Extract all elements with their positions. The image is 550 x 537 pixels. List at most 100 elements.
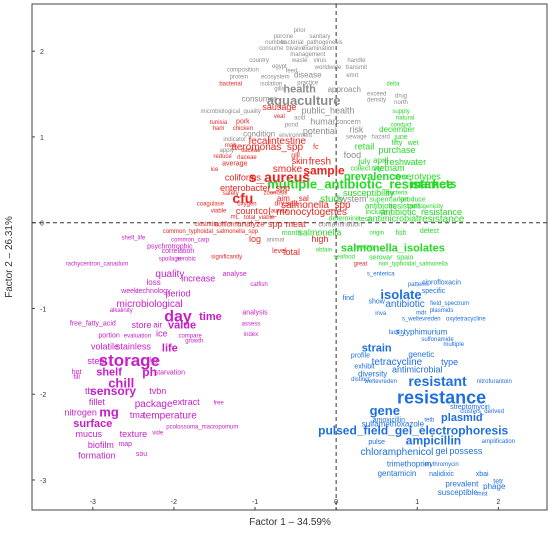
point-label-gray: feed <box>286 68 298 74</box>
point-label-red: smoke <box>273 164 303 175</box>
point-label-red: sal <box>299 194 309 203</box>
point-label-magenta: day <box>164 308 192 325</box>
point-label-blue: field_spectrum <box>430 301 469 307</box>
point-label-red: aeromonas_spp <box>231 142 303 153</box>
point-label-gray: emrt <box>346 73 358 79</box>
point-label-magenta: stainless <box>116 341 152 351</box>
point-label-red: tlaceae <box>241 148 261 154</box>
point-label-gray: disease <box>294 70 322 79</box>
point-label-gray: human <box>310 117 338 127</box>
point-label-red: skin <box>292 156 308 166</box>
point-label-red: total_viable <box>244 215 275 221</box>
point-label-green: test <box>359 216 370 223</box>
point-label-gray: food <box>344 150 362 160</box>
point-label-blue: streptomycin <box>450 404 490 411</box>
point-label-gray: composition <box>227 68 259 74</box>
point-label-green: resistance <box>419 214 465 225</box>
point-label-red: dry <box>274 201 284 208</box>
point-label-green: markets <box>410 177 456 191</box>
point-label-magenta: tma <box>130 410 145 420</box>
y-tick-label: -3 <box>40 478 46 485</box>
point-label-gray: apply <box>219 148 233 154</box>
point-label-green: vietnam <box>373 163 405 173</box>
point-label-gray: condition <box>243 129 275 138</box>
point-label-gray: aquaculture <box>267 93 341 108</box>
point-label-magenta: starvation <box>155 370 185 377</box>
point-label-blue: strain <box>362 343 392 355</box>
point-label-red: coliforms <box>225 172 262 182</box>
x-axis-label: Factor 1 – 34.59% <box>249 517 331 528</box>
point-label-red: average <box>222 160 247 167</box>
y-axis-label: Factor 2 – 26.31% <box>4 216 15 298</box>
point-label-blue: tetr <box>493 479 504 486</box>
point-label-blue: prevalent <box>445 479 479 488</box>
point-label-blue: s_typhimurium <box>395 328 447 337</box>
point-label-green: retail <box>355 142 375 152</box>
point-label-blue: type <box>441 357 458 367</box>
point-label-magenta: package <box>135 399 173 410</box>
point-label-green: seafood <box>334 255 355 261</box>
point-label-blue: tetb <box>424 418 435 424</box>
point-label-green: april <box>373 156 388 165</box>
point-label-blue: gene <box>370 403 400 418</box>
point-label-magenta: volatile <box>91 341 119 351</box>
point-label-blue: find <box>343 295 354 302</box>
point-label-red: cfu <box>232 190 253 206</box>
point-label-blue: susceptible <box>438 488 479 497</box>
point-label-gray: microbiological_quality <box>201 109 261 115</box>
point-label-green: susceptibility <box>343 188 395 198</box>
point-label-magenta: sou <box>136 451 147 458</box>
point-label-magenta: life <box>162 343 178 355</box>
point-label-red: pork <box>236 118 250 125</box>
point-label-green: natural <box>396 116 414 122</box>
point-label-magenta: value <box>168 320 196 332</box>
point-label-magenta: ph <box>142 365 157 379</box>
point-label-gray: concern <box>336 119 361 126</box>
point-label-blue: erythromycin <box>424 462 458 468</box>
point-label-magenta: tvbn <box>149 386 166 396</box>
point-label-magenta: analysis <box>242 310 268 317</box>
point-label-green: purchase <box>378 145 415 155</box>
point-label-red: oxygen <box>237 201 256 207</box>
point-label-green: salmonella <box>298 227 341 237</box>
point-label-green: pathogenicity <box>408 204 443 210</box>
point-label-green: antibiotic <box>365 202 397 211</box>
point-label-red: ice <box>211 167 219 173</box>
point-label-magenta: shelf <box>96 367 122 379</box>
point-label-green: serovar <box>369 255 393 262</box>
point-label-magenta: growth <box>185 339 203 345</box>
point-label-red: aim <box>277 194 290 203</box>
point-label-red: enterobacter_spp <box>220 183 290 193</box>
point-label-magenta: analyse <box>223 271 247 278</box>
point-label-magenta: fill <box>73 374 80 381</box>
point-label-magenta: common_carp <box>171 237 210 243</box>
point-label-green: fifty <box>392 140 403 147</box>
point-label-magenta: air <box>153 321 162 330</box>
point-label-green: freshwater <box>384 157 426 167</box>
point-label-gray: bacterial_pathogenesis <box>281 40 343 46</box>
point-label-gray: acid <box>294 116 305 122</box>
point-label-blue: clusters_derived <box>460 409 504 415</box>
point-label-gray: exceed <box>367 92 386 98</box>
plot-frame <box>31 3 548 511</box>
x-tick-label: -2 <box>171 499 177 506</box>
point-label-magenta: microbiological <box>117 299 183 310</box>
point-label-gray: density <box>367 98 386 104</box>
point-label-red: mL <box>231 214 240 220</box>
point-label-gray: indicator <box>223 137 246 143</box>
point-label-gray: handle <box>347 58 366 64</box>
point-label-green: antibiotic_resistance <box>381 207 463 217</box>
point-label-green: conduct <box>391 123 412 129</box>
point-label-blue: isolate <box>380 287 421 302</box>
point-label-green: july <box>358 157 371 166</box>
point-label-blue: sulfonamide <box>421 337 454 343</box>
point-label-blue: gentamicin <box>378 469 417 478</box>
point-label-blue: diversity <box>358 370 387 379</box>
point-label-green: prevalence <box>344 171 401 183</box>
point-label-magenta: storage <box>99 351 160 370</box>
point-label-gray: porcine <box>274 34 294 40</box>
point-label-gray: consume <box>259 46 284 52</box>
points-layer: porcinepriorsanitarynumberbacterial_path… <box>64 28 515 497</box>
